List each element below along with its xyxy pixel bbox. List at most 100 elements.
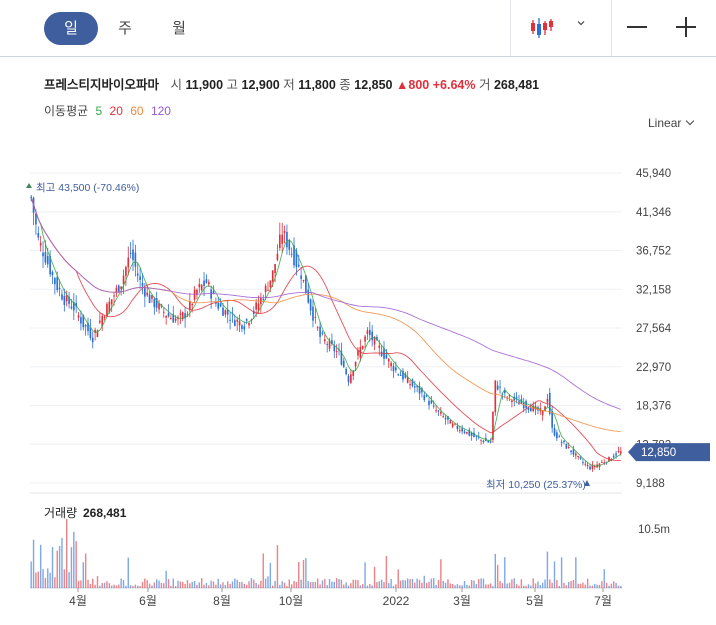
candle-body	[174, 318, 177, 321]
candle-body	[229, 319, 231, 321]
candle-body	[548, 392, 551, 414]
tab-month[interactable]: 월	[172, 20, 186, 37]
volume-bar	[489, 583, 492, 588]
candle-body	[224, 310, 227, 315]
y-tick-label: 32,158	[636, 284, 671, 296]
candle-body	[35, 213, 37, 225]
candle-body	[219, 303, 222, 307]
candle-body	[489, 440, 492, 443]
high-label: 고	[226, 78, 239, 92]
ma120-legend[interactable]: 120	[150, 104, 171, 118]
volume-bar	[615, 582, 617, 588]
grid-lines	[30, 172, 622, 589]
volume-bar	[262, 553, 264, 588]
candle-body	[198, 284, 201, 288]
candle-body	[447, 416, 449, 420]
candle-body	[191, 304, 194, 306]
candle-body	[499, 386, 501, 388]
candle-body	[134, 252, 137, 267]
volume-bar	[44, 577, 47, 588]
volume-bar	[589, 585, 591, 588]
tab-week[interactable]: 주	[118, 20, 132, 37]
volume-bar	[89, 583, 92, 588]
volume-bar	[260, 580, 262, 588]
candle-body	[368, 329, 371, 336]
volume-bar	[577, 583, 579, 588]
candle-body	[99, 320, 101, 323]
volume-bar	[84, 553, 87, 588]
x-tick-label: 6월	[139, 594, 157, 608]
low-value: 11,800	[298, 78, 336, 92]
volume-bar	[42, 568, 44, 588]
ma-label: 이동평균	[44, 104, 89, 118]
volume-bar	[473, 580, 475, 588]
candle-body	[264, 285, 267, 293]
volume-bar	[139, 585, 141, 588]
y-tick-label: 27,564	[636, 323, 672, 335]
chart-type-selector[interactable]	[510, 0, 612, 56]
candle-body	[480, 439, 482, 441]
volume-bar	[447, 579, 449, 588]
x-tick-label: 8월	[213, 594, 231, 608]
candle-body	[333, 345, 336, 352]
scale-dropdown[interactable]: Linear	[648, 116, 695, 130]
y-tick-label: 18,376	[636, 401, 671, 413]
volume-bar	[331, 581, 333, 588]
candle-body	[293, 245, 295, 266]
ma60-legend[interactable]: 60	[130, 104, 144, 118]
volume-bar	[286, 585, 288, 588]
chevron-down-icon	[686, 116, 695, 126]
ma5-legend[interactable]: 5	[95, 104, 103, 118]
volume-bar	[357, 580, 359, 588]
x-tick-label: 2022	[383, 594, 410, 608]
volume-bar	[288, 579, 291, 588]
volume-bar	[343, 584, 345, 588]
volume-bar	[54, 577, 56, 588]
volume-bar	[65, 518, 68, 588]
stock-name: 프레스티지바이오파마	[44, 78, 160, 92]
volume-bar	[321, 580, 324, 588]
change-pct: +6.64%	[432, 78, 476, 92]
candle-body	[212, 291, 215, 294]
candle-body	[615, 453, 617, 456]
candle-body	[82, 314, 85, 328]
minus-icon[interactable]	[627, 26, 647, 28]
volume-bar	[122, 580, 125, 588]
candle-body	[326, 343, 329, 345]
volume-bar	[399, 580, 402, 588]
volume-bar	[608, 585, 610, 588]
tab-day[interactable]: 일	[44, 12, 98, 45]
plus-icon[interactable]	[676, 17, 696, 37]
volume-bar	[553, 561, 556, 588]
volume-bar	[155, 579, 158, 588]
volume-bar	[418, 579, 421, 588]
candle-body	[328, 340, 331, 349]
candle-body	[283, 230, 286, 233]
close-value: 12,850	[354, 78, 393, 92]
candle-body	[167, 313, 170, 317]
candle-body	[321, 332, 324, 334]
volume-bar	[414, 582, 416, 588]
price-chart[interactable]: 45,940 41,346 36,752 32,158 27,564 22,970 18,3…	[0, 150, 716, 620]
volume-bar	[229, 583, 231, 588]
candle-body	[276, 253, 279, 261]
volume-bar	[433, 578, 435, 588]
volume-bar	[231, 581, 234, 588]
ma20-legend[interactable]: 20	[109, 104, 123, 118]
change-value: ▲800	[396, 78, 430, 92]
volume-bar	[361, 584, 364, 588]
volume-bar	[591, 585, 594, 588]
candle-body	[106, 303, 108, 317]
candle-body	[267, 289, 269, 291]
volume-bar	[113, 584, 115, 588]
candle-body	[511, 400, 513, 403]
volume-bar	[309, 582, 312, 588]
volume-bar	[47, 568, 49, 588]
candle-body	[155, 297, 158, 308]
candle-body	[418, 386, 421, 394]
volume-bar	[158, 580, 160, 588]
candle-body	[496, 385, 499, 390]
candle-body	[551, 411, 553, 428]
y-axis: 45,940 41,346 36,752 32,158 27,564 22,970 18,3…	[628, 168, 710, 490]
candle-body	[94, 329, 96, 333]
